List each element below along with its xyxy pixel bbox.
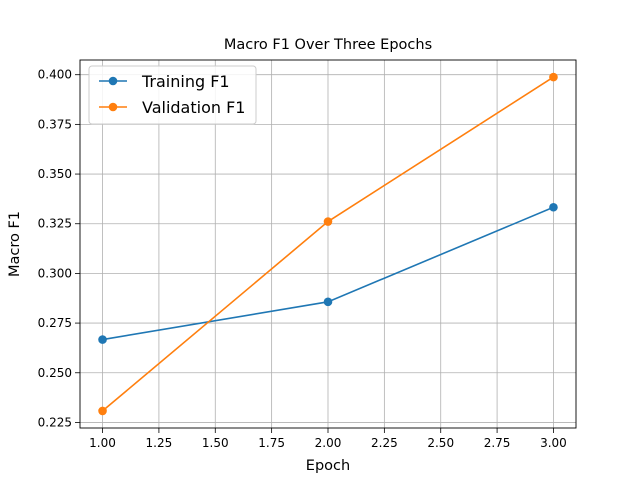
legend: Training F1 Validation F1	[88, 65, 257, 125]
x-tick-label: 1.50	[202, 436, 229, 450]
x-tick-label: 2.00	[315, 436, 342, 450]
y-tick-label: 0.400	[38, 68, 72, 82]
y-tick-label: 0.375	[38, 117, 72, 131]
legend-label-2: Validation F1	[142, 98, 245, 117]
x-tick-label: 2.50	[427, 436, 454, 450]
series-1-point	[549, 202, 558, 212]
y-axis-title: Macro F1	[7, 211, 23, 277]
series-2-point	[98, 406, 107, 416]
series-group	[98, 72, 558, 416]
y-tick-label: 0.225	[38, 415, 72, 429]
x-tick-label: 1.75	[258, 436, 285, 450]
legend-marker-2	[108, 102, 118, 112]
legend-box	[88, 65, 257, 125]
legend-label-1: Training F1	[141, 72, 230, 91]
series-2-point	[323, 217, 333, 226]
series-1-point	[98, 335, 107, 344]
chart-title: Macro F1 Over Three Epochs	[224, 37, 432, 53]
x-tick-label: 2.75	[484, 436, 511, 450]
series-1-point	[323, 297, 333, 307]
x-tick-label: 1.25	[146, 436, 173, 450]
series-2-point	[549, 72, 558, 82]
x-tick-label: 3.00	[540, 436, 567, 450]
y-tick-label: 0.275	[38, 316, 72, 330]
x-axis-title: Epoch	[306, 458, 350, 474]
y-tick-label: 0.250	[38, 366, 72, 380]
y-tick-label: 0.300	[38, 266, 72, 280]
x-tick-label: 1.00	[89, 436, 116, 450]
y-tick-label: 0.325	[38, 217, 72, 231]
legend-marker-1	[108, 76, 118, 86]
x-tick-label: 2.25	[371, 436, 398, 450]
axis-ticks: 1.00 1.25 1.50 1.75 2.00 2.25 2.50 2.75 3.00 0.22…	[38, 68, 567, 450]
y-tick-label: 0.350	[38, 167, 72, 181]
